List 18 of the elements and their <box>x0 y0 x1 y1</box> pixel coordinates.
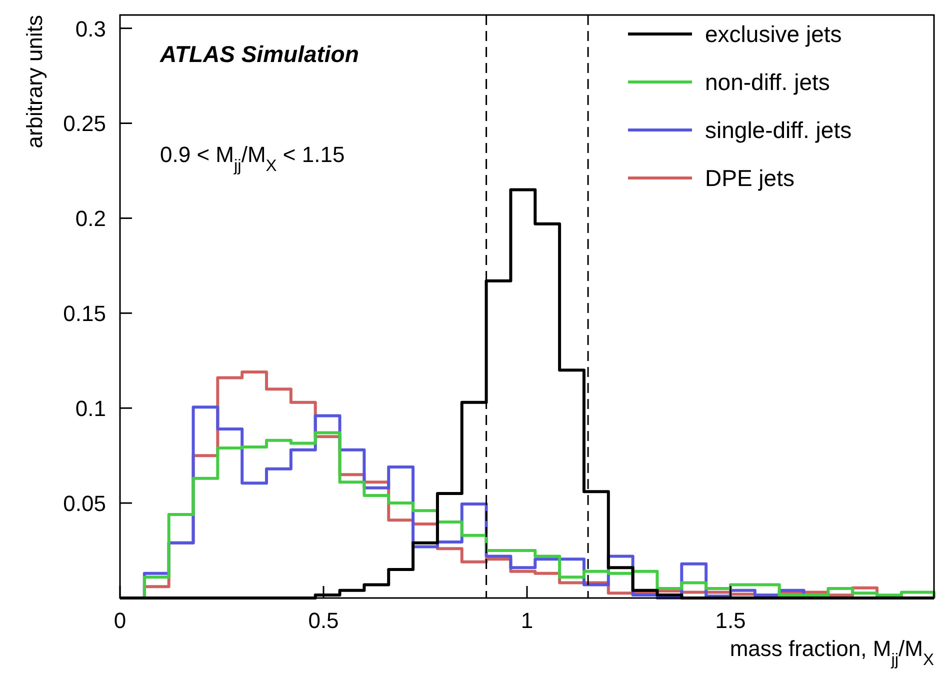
legend-label: exclusive jets <box>705 21 842 47</box>
y-tick-label: 0.2 <box>75 206 106 232</box>
y-tick-label: 0.3 <box>75 16 106 42</box>
annotation: ATLAS Simulation <box>159 41 359 67</box>
x-axis-title: mass fraction, M$_{jj}$/M$_{X}$ <box>730 636 934 669</box>
x-tick-label: 0.5 <box>308 608 339 633</box>
y-tick-label: 0.05 <box>63 491 106 516</box>
y-tick-label: 0.25 <box>63 111 106 136</box>
y-axis-title: arbitrary units <box>22 15 47 148</box>
legend-label: single-diff. jets <box>705 117 852 143</box>
y-tick-label: 0.15 <box>63 301 106 326</box>
x-tick-label: 0 <box>114 608 126 633</box>
y-tick-label: 0.1 <box>75 396 106 422</box>
legend-label: DPE jets <box>705 165 794 191</box>
legend-label: non-diff. jets <box>705 69 830 95</box>
annotation: 0.9 < M$_{jj}$/M$_{X}$ < 1.15 <box>160 142 345 175</box>
x-tick-label: 1 <box>520 608 534 633</box>
x-tick-label: 1.5 <box>715 608 746 633</box>
